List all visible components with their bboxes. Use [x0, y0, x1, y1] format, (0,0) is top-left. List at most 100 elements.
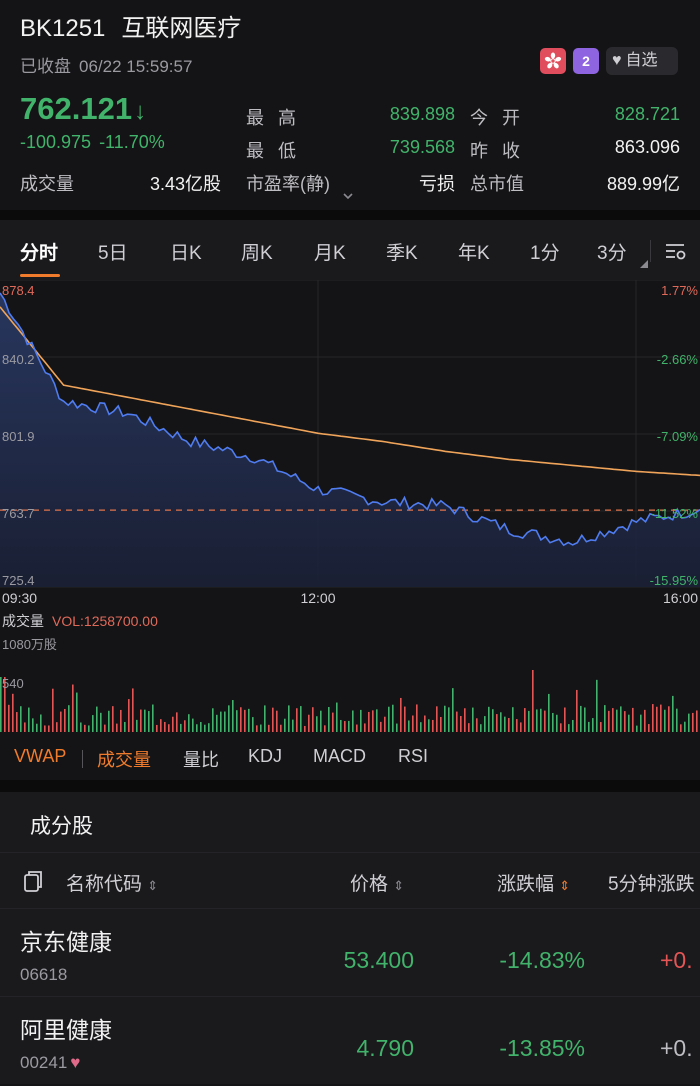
intraday-chart[interactable]: 878.4 840.2 801.9 763.7 725.4 1.77% -2.6… [0, 279, 700, 740]
tab-3min[interactable]: 3分 [597, 243, 627, 264]
divider [0, 780, 700, 792]
volume-bar [456, 711, 458, 732]
tab-daily-k[interactable]: 日K [170, 243, 202, 264]
y-right-tick: -11.52% [651, 506, 699, 521]
volume-bar [88, 725, 90, 732]
change-pct: -11.70% [99, 132, 165, 152]
volume-bar [180, 723, 182, 732]
volume-bar [68, 705, 70, 732]
volume-bar [500, 712, 502, 732]
change-value: -100.975 [20, 132, 92, 152]
chevron-down-icon[interactable] [342, 190, 354, 202]
volume-bar [312, 707, 314, 732]
period-tabs: 分时 5日 日K 周K 月K 季K 年K 1分 3分 [0, 220, 700, 280]
ind-volume[interactable]: 成交量 [97, 750, 151, 770]
volume-bar [44, 725, 46, 732]
table-row[interactable]: 京东健康 06618 53.400 -14.83% +0. [0, 908, 700, 996]
tab-1min[interactable]: 1分 [530, 243, 560, 264]
volume-bar [196, 724, 198, 732]
tab-5day[interactable]: 5日 [98, 243, 128, 264]
volume-bar [372, 710, 374, 732]
col-price[interactable]: 价格 ⇕ [350, 869, 404, 896]
ind-rsi[interactable]: RSI [398, 746, 429, 766]
volume-bar [244, 709, 246, 732]
y-right-tick: -7.09% [657, 429, 699, 444]
tab-yearly-k[interactable]: 年K [458, 243, 490, 264]
status-text: 已收盘 [20, 57, 71, 76]
volume-bar [276, 710, 278, 732]
price-change: -100.975 -11.70% [20, 132, 165, 153]
y-right-tick: -2.66% [657, 352, 699, 367]
volume-bar [228, 705, 230, 732]
volume-bar [160, 719, 162, 732]
volume-bar [444, 705, 446, 732]
last-price: 762.121↓ [20, 91, 146, 127]
volume-bar [60, 711, 62, 732]
avg-price-line [0, 306, 700, 477]
tab-monthly-k[interactable]: 月K [314, 243, 346, 264]
volume-bar [568, 724, 570, 732]
hk-flower-icon[interactable] [540, 48, 566, 74]
volume-bar [476, 718, 478, 732]
high-value: 839.898 [389, 104, 455, 124]
ind-volume-ratio[interactable]: 量比 [183, 750, 219, 770]
volume-bar [672, 695, 674, 732]
x-tick: 12:00 [300, 590, 335, 606]
indicator-divider [82, 750, 83, 768]
sort-desc-icon: ⇕ [559, 878, 571, 893]
x-tick: 09:30 [2, 590, 37, 606]
volume-bar [644, 709, 646, 732]
volume-bar [620, 706, 622, 732]
components-title: 成分股 [30, 815, 93, 838]
volume-bar [640, 714, 642, 732]
col-5min-change[interactable]: 5分钟涨跌 [608, 874, 695, 895]
y-left-tick: 801.9 [2, 429, 35, 444]
volume-bar [468, 723, 470, 732]
volume-bar [572, 719, 574, 732]
volume-bar [64, 708, 66, 732]
table-row[interactable]: 阿里健康 00241 ♥ 4.790 -13.85% +0. [0, 996, 700, 1084]
volume-bar [484, 716, 486, 732]
prev-close-label: 昨收 [470, 141, 534, 161]
volume-bar [540, 708, 542, 732]
col-change-pct[interactable]: 涨跌幅 ⇕ [497, 869, 570, 896]
dropdown-corner-icon [640, 260, 648, 268]
col-name-code[interactable]: 名称代码 ⇕ [66, 869, 158, 896]
status-datetime: 06/22 15:59:57 [79, 57, 193, 76]
ind-vwap[interactable]: VWAP [14, 746, 67, 766]
volume-bar [396, 723, 398, 732]
add-watchlist-button[interactable]: ♥ 自选 [606, 47, 678, 75]
watch-label: 自选 [625, 52, 658, 69]
ind-macd[interactable]: MACD [313, 746, 366, 766]
volume-bar [12, 693, 14, 732]
level2-icon[interactable]: 2 [573, 48, 599, 74]
tab-quarterly-k[interactable]: 季K [386, 243, 418, 264]
volume-bar [416, 704, 418, 732]
volume-bar [328, 707, 330, 732]
chart-settings-icon[interactable] [664, 240, 688, 264]
volume-bar [504, 716, 506, 732]
components-table-header: 名称代码 ⇕ 价格 ⇕ 涨跌幅 ⇕ 5分钟涨跌 [0, 852, 700, 908]
volume-bar [496, 714, 498, 732]
ind-kdj[interactable]: KDJ [248, 746, 283, 766]
volume-bar [632, 707, 634, 732]
copy-icon[interactable] [22, 869, 44, 893]
volume-bar [184, 720, 186, 732]
volume-bar [520, 722, 522, 732]
volume-bar [576, 689, 578, 732]
volume-bar [80, 722, 82, 732]
volume-bar [84, 724, 86, 732]
tab-intraday[interactable]: 分时 [20, 243, 59, 264]
volume-bar [220, 711, 222, 732]
tab-weekly-k[interactable]: 周K [241, 243, 273, 264]
volume-bar [440, 717, 442, 732]
volume-bar [452, 688, 454, 732]
volume-bar [192, 718, 194, 732]
volume-bar [320, 710, 322, 732]
volume-bar [692, 712, 694, 732]
y-left-tick: 763.7 [2, 506, 35, 521]
volume-bar [544, 710, 546, 732]
volume-bar [532, 670, 534, 732]
stock-change-pct: -13.85% [499, 1035, 585, 1061]
volume-bar [376, 709, 378, 732]
